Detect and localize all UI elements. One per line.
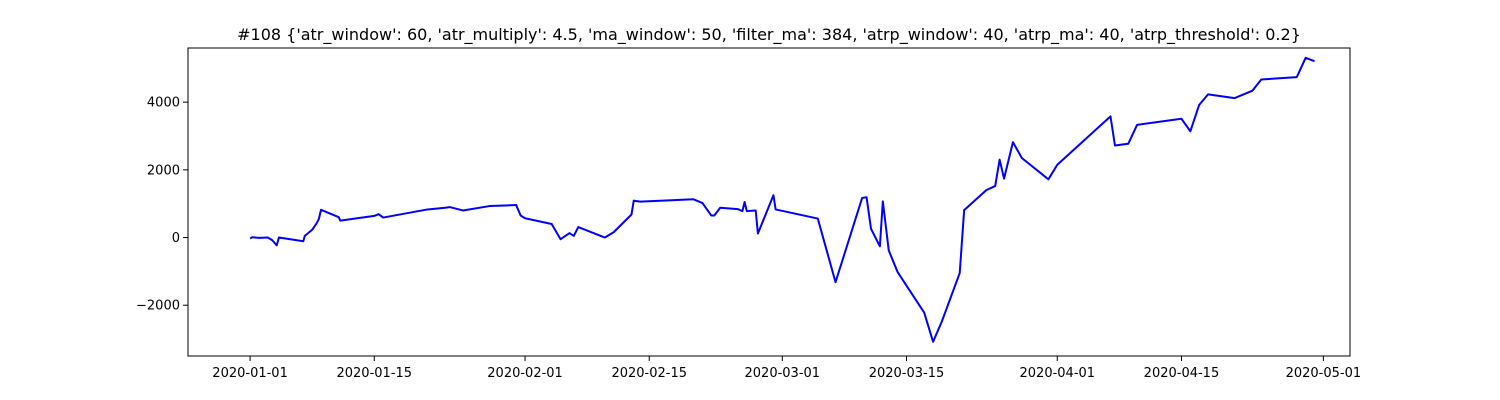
x-tick-label: 2020-03-01 xyxy=(745,366,821,381)
y-axis: −2000 0 2000 4000 xyxy=(136,96,188,314)
x-tick-label: 2020-05-01 xyxy=(1286,366,1362,381)
y-tick-label: 4000 xyxy=(147,96,180,111)
y-tick-label: −2000 xyxy=(136,299,180,314)
series-line-0 xyxy=(249,56,1315,343)
y-tick-label: 0 xyxy=(172,231,180,246)
x-tick-label: 2020-01-01 xyxy=(212,366,288,381)
chart-title: #108 {'atr_window': 60, 'atr_multiply': … xyxy=(237,25,1301,45)
x-tick-label: 2020-02-01 xyxy=(487,366,563,381)
x-tick-label: 2020-04-15 xyxy=(1144,366,1220,381)
x-tick-label: 2020-01-15 xyxy=(336,366,412,381)
x-tick-label: 2020-03-15 xyxy=(869,366,945,381)
y-tick-label: 2000 xyxy=(147,163,180,178)
x-tick-label: 2020-02-15 xyxy=(611,366,687,381)
axes-frame xyxy=(187,47,1351,357)
x-tick-label: 2020-04-01 xyxy=(1020,366,1096,381)
x-axis: 2020-01-01 2020-01-15 2020-02-01 2020-02-15… xyxy=(212,356,1361,381)
plot-area xyxy=(187,47,1351,357)
